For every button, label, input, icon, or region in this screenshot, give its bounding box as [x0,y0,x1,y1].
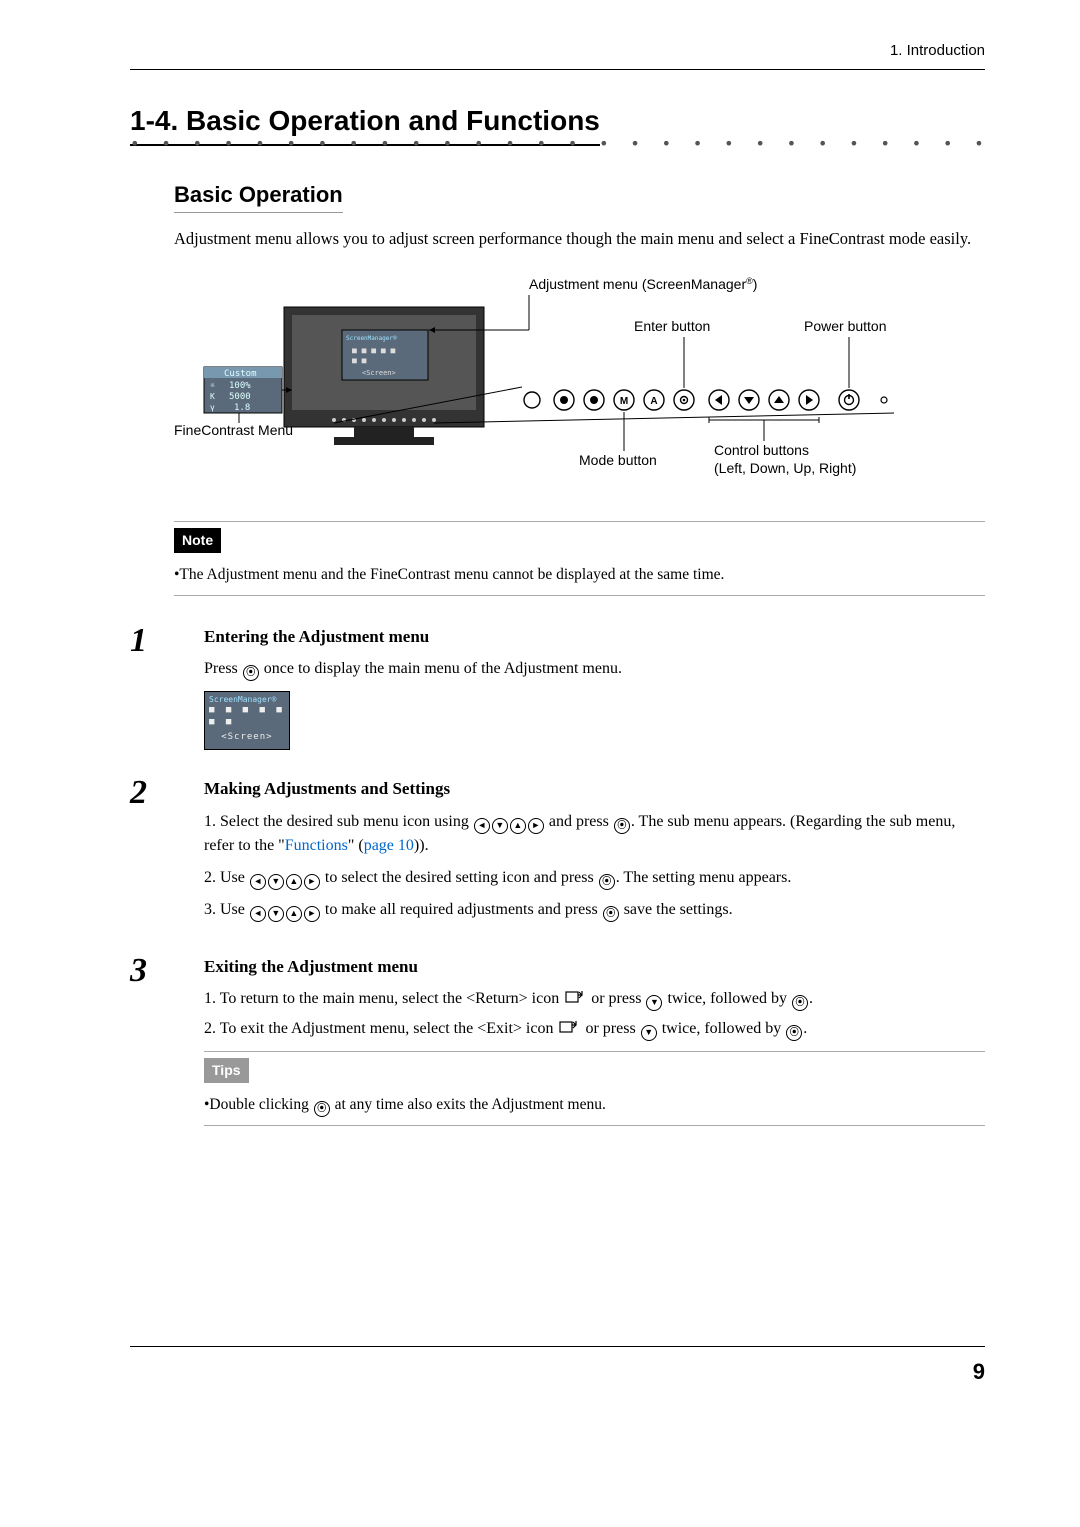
intro-paragraph: Adjustment menu allows you to adjust scr… [174,227,985,252]
diagram-svg: Adjustment menu (ScreenManager®) ScreenM… [174,275,954,485]
svg-text:Custom: Custom [224,369,257,379]
svg-text:A: A [650,396,657,407]
step-3-line-1: 1. To return to the main menu, select th… [204,987,985,1011]
tips-badge: Tips [204,1058,249,1083]
left-icon: ◄ [250,874,266,890]
step-number: 1 [130,624,204,751]
page-number: 9 [973,1355,985,1388]
svg-text:M: M [620,396,628,407]
return-icon [565,989,585,1005]
dotted-separator: • • • • • • • • • • • • • • • • • • • • … [130,132,985,156]
down-icon: ▼ [646,995,662,1011]
adjustment-menu-label: Adjustment menu (ScreenManager®) [529,276,757,292]
tips-text: •Double clicking ⦿ at any time also exit… [204,1093,985,1117]
enter-icon: ⦿ [243,665,259,681]
enter-icon: ⦿ [314,1101,330,1117]
control-buttons-label-1: Control buttons [714,442,809,458]
svg-text:1.8: 1.8 [234,403,250,413]
finecontrast-box: Custom 100% 5000 1.8 ☼ K γ [204,367,282,413]
functions-link[interactable]: Functions [285,837,348,854]
subsection-title: Basic Operation [174,178,343,213]
monitor-base [334,437,434,445]
step-2-line-1: 1. Select the desired sub menu icon usin… [204,810,985,858]
step-number: 3 [130,954,204,1126]
chapter-label: 1. Introduction [130,40,985,63]
power-button-label: Power button [804,318,887,334]
up-icon: ▲ [286,906,302,922]
step-3: 3 Exiting the Adjustment menu 1. To retu… [130,954,985,1126]
enter-icon: ⦿ [599,874,615,890]
sm-thumb-header: ScreenManager® [346,335,397,342]
page-footer: 9 [130,1346,985,1386]
top-rule [130,69,985,70]
step-heading: Making Adjustments and Settings [204,776,985,802]
step-2: 2 Making Adjustments and Settings 1. Sel… [130,776,985,928]
sm-thumb-footer: <Screen> [362,369,396,377]
note-top-rule [174,521,985,522]
svg-text:γ: γ [210,403,215,412]
page-10-link[interactable]: page 10 [364,837,414,854]
step-2-line-2: 2. Use ◄▼▲► to select the desired settin… [204,866,985,890]
up-icon: ▲ [286,874,302,890]
right-icon: ► [304,874,320,890]
down-icon: ▼ [268,906,284,922]
enter-icon: ⦿ [603,906,619,922]
control-buttons-label-2: (Left, Down, Up, Right) [714,460,856,476]
section-number: 1-4. [130,105,178,136]
left-icon: ◄ [250,906,266,922]
monitor-neck [354,427,414,437]
right-icon: ► [304,906,320,922]
note-badge: Note [174,528,221,553]
tips-top-rule [204,1051,985,1052]
screenmanager-thumbnail: ScreenManager® ■ ■ ■ ■ ■ ■ ■ <Screen> [204,691,290,750]
up-icon: ▲ [510,818,526,834]
step-1: 1 Entering the Adjustment menu Press ⦿ o… [130,624,985,751]
down-icon: ▼ [268,874,284,890]
svg-text:K: K [210,392,215,401]
down-icon: ▼ [492,818,508,834]
enter-button-label: Enter button [634,318,710,334]
step-heading: Entering the Adjustment menu [204,624,985,650]
svg-text:100%: 100% [229,381,251,391]
svg-text:■ ■: ■ ■ [352,356,367,365]
svg-text:■ ■ ■ ■ ■: ■ ■ ■ ■ ■ [352,346,396,355]
note-bottom-rule [174,595,985,596]
step-1-line: Press ⦿ once to display the main menu of… [204,657,985,681]
mode-button-label: Mode button [579,452,657,468]
right-icon: ► [528,818,544,834]
enter-icon: ⦿ [792,995,808,1011]
exit-icon [559,1019,579,1035]
step-3-line-2: 2. To exit the Adjustment menu, select t… [204,1017,985,1041]
note-text: •The Adjustment menu and the FineContras… [174,563,985,586]
step-2-line-3: 3. Use ◄▼▲► to make all required adjustm… [204,898,985,922]
enter-icon: ⦿ [786,1025,802,1041]
svg-text:☼: ☼ [210,381,215,390]
down-icon: ▼ [641,1025,657,1041]
button-diagram: Adjustment menu (ScreenManager®) ScreenM… [174,275,985,493]
finecontrast-label: FineContrast Menu [174,422,293,438]
step-number: 2 [130,776,204,928]
step-heading: Exiting the Adjustment menu [204,954,985,980]
button-row: M A [514,383,944,417]
enter-icon: ⦿ [614,818,630,834]
note-block: Note •The Adjustment menu and the FineCo… [174,521,985,595]
svg-text:5000: 5000 [229,392,251,402]
tips-bottom-rule [204,1125,985,1126]
section-title-text: Basic Operation and Functions [186,105,600,136]
left-icon: ◄ [474,818,490,834]
